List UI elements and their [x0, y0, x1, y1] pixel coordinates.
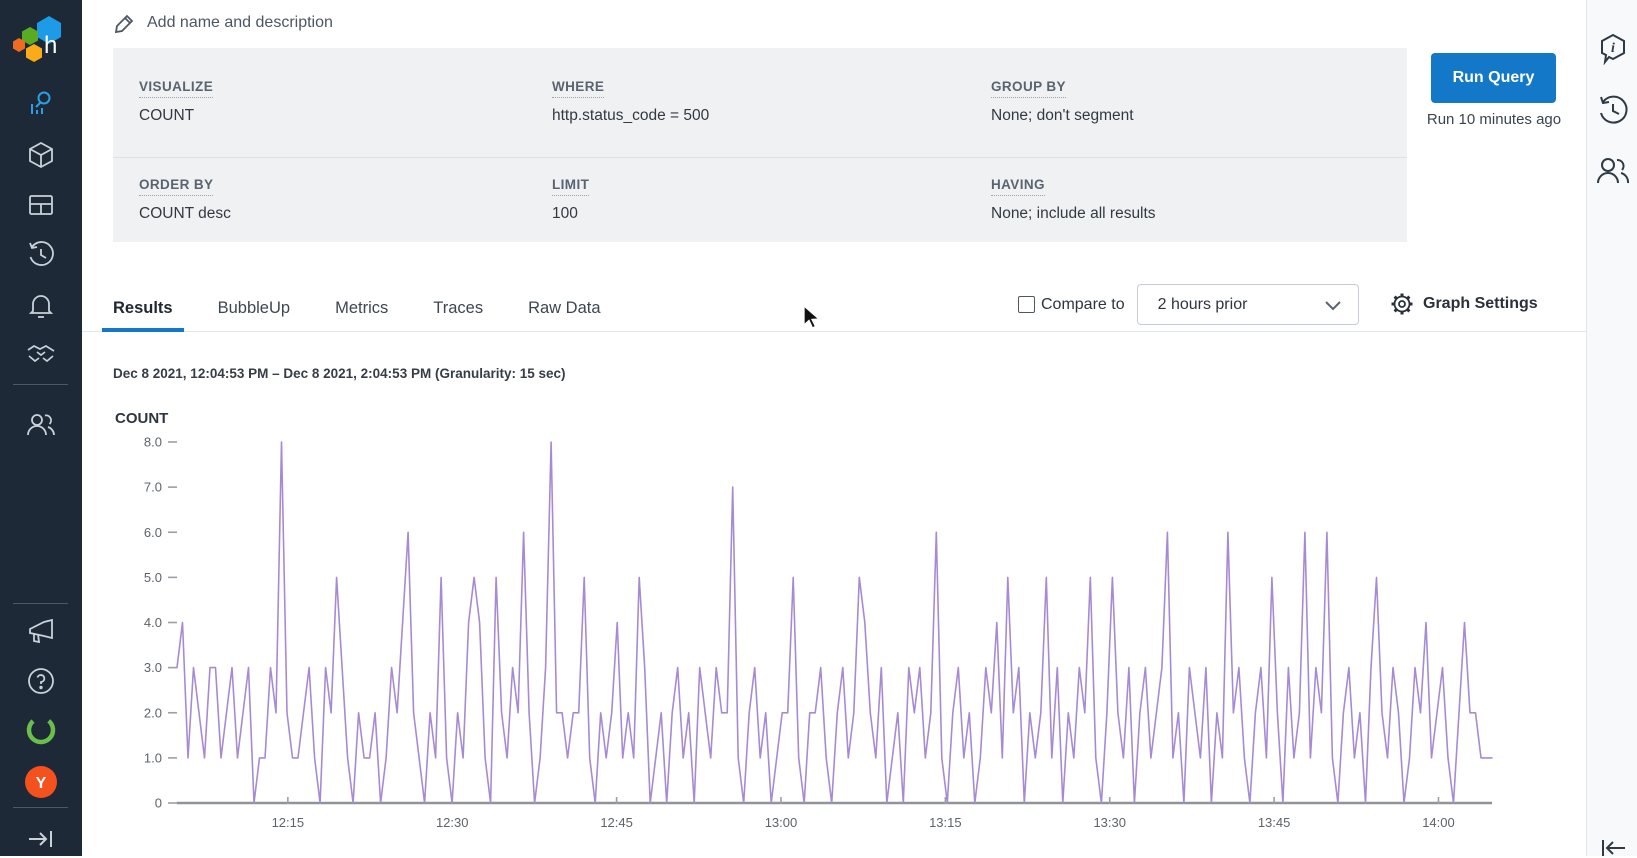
svg-text:14:00: 14:00: [1422, 815, 1455, 830]
tabs-bottom-border: [82, 331, 1586, 332]
orderby-value: COUNT desc: [139, 205, 231, 222]
svg-text:5.0: 5.0: [144, 570, 162, 585]
avatar-letter: Y: [36, 775, 47, 792]
tab-metrics[interactable]: Metrics: [335, 299, 389, 317]
compare-period-select[interactable]: 2 hours prior: [1136, 284, 1359, 325]
datasets-icon[interactable]: [0, 140, 82, 170]
boards-icon[interactable]: [0, 190, 82, 220]
expand-sidebar-icon[interactable]: [0, 826, 82, 852]
compare-period-value: 2 hours prior: [1157, 295, 1248, 313]
tab-rawdata[interactable]: Raw Data: [528, 299, 601, 317]
svg-text:12:30: 12:30: [436, 815, 469, 830]
svg-text:12:45: 12:45: [600, 815, 633, 830]
results-tabs: Results BubbleUp Metrics Traces Raw Data: [102, 292, 601, 332]
svg-text:7.0: 7.0: [144, 480, 162, 495]
last-run-status: Run 10 minutes ago: [1426, 111, 1562, 128]
svg-text:2.0: 2.0: [144, 705, 162, 720]
account-avatar[interactable]: Y: [0, 765, 82, 799]
query-builder-panel: VISUALIZE COUNT WHERE http.status_code =…: [113, 48, 1498, 242]
query-nav-icon[interactable]: [0, 88, 82, 120]
having-value: None; include all results: [991, 205, 1156, 222]
activity-history-icon[interactable]: [0, 240, 82, 270]
svg-text:13:30: 13:30: [1093, 815, 1126, 830]
sidebar-divider: [13, 384, 68, 385]
svg-text:1.0: 1.0: [144, 750, 162, 765]
limit-clause[interactable]: LIMIT 100: [552, 176, 590, 223]
compare-to-control: Compare to 2 hours prior: [1018, 284, 1359, 325]
svg-text:8.0: 8.0: [144, 435, 162, 450]
triggers-bell-icon[interactable]: [0, 290, 82, 320]
pencil-icon: [114, 14, 134, 34]
visualize-clause[interactable]: VISUALIZE COUNT: [139, 78, 214, 125]
query-name-editor[interactable]: Add name and description: [113, 8, 333, 38]
groupby-label: GROUP BY: [991, 79, 1066, 98]
slos-handshake-icon[interactable]: [0, 340, 82, 370]
groupby-value: None; don't segment: [991, 107, 1134, 124]
visualize-value: COUNT: [139, 107, 195, 124]
svg-text:13:15: 13:15: [929, 815, 962, 830]
limit-label: LIMIT: [552, 177, 590, 196]
svg-text:12:15: 12:15: [272, 815, 305, 830]
tab-traces[interactable]: Traces: [433, 299, 484, 317]
honeycomb-logo[interactable]: h: [0, 10, 82, 72]
svg-text:6.0: 6.0: [144, 525, 162, 540]
sidebar-divider: [13, 807, 68, 808]
query-history-icon[interactable]: [1588, 95, 1637, 127]
where-label: WHERE: [552, 79, 605, 98]
right-sidebar: i: [1586, 0, 1637, 856]
where-clause[interactable]: WHERE http.status_code = 500: [552, 78, 709, 125]
having-label: HAVING: [991, 177, 1045, 196]
having-clause[interactable]: HAVING None; include all results: [991, 176, 1156, 223]
svg-text:13:45: 13:45: [1258, 815, 1291, 830]
graph-settings-label: Graph Settings: [1423, 295, 1538, 312]
visualize-label: VISUALIZE: [139, 79, 214, 98]
orderby-clause[interactable]: ORDER BY COUNT desc: [139, 176, 231, 223]
compare-to-label: Compare to: [1041, 295, 1125, 313]
sidebar-divider: [13, 603, 68, 604]
compare-to-checkbox[interactable]: [1018, 296, 1035, 313]
svg-text:13:00: 13:00: [765, 815, 798, 830]
svg-text:4.0: 4.0: [144, 615, 162, 630]
share-team-icon[interactable]: [1588, 155, 1637, 185]
gear-icon: [1391, 293, 1413, 315]
tab-bubbleup[interactable]: BubbleUp: [217, 299, 291, 317]
svg-text:3.0: 3.0: [144, 660, 162, 675]
where-value: http.status_code = 500: [552, 107, 710, 124]
panel-row-divider: [113, 157, 1407, 158]
team-icon[interactable]: [0, 408, 82, 440]
left-sidebar: h: [0, 0, 82, 856]
chart-title: COUNT: [115, 410, 169, 427]
graph-settings-button[interactable]: Graph Settings: [1390, 292, 1538, 316]
svg-text:i: i: [1611, 41, 1615, 56]
count-line-chart[interactable]: 8.0 7.0 6.0 5.0 4.0 3.0 2.0 1.0 0 12:15 12:30 12:45…: [90, 430, 1520, 850]
svg-text:h: h: [44, 32, 57, 59]
query-name-placeholder: Add name and description: [147, 14, 333, 31]
help-icon[interactable]: [0, 666, 82, 696]
tab-results[interactable]: Results: [102, 299, 184, 332]
announcements-megaphone-icon[interactable]: [0, 618, 82, 648]
svg-text:0: 0: [155, 796, 162, 811]
collapse-panel-icon[interactable]: [1588, 838, 1637, 858]
groupby-clause[interactable]: GROUP BY None; don't segment: [991, 78, 1134, 125]
run-query-button[interactable]: Run Query: [1431, 53, 1556, 103]
orderby-label: ORDER BY: [139, 177, 214, 196]
status-ring-icon[interactable]: [0, 714, 82, 746]
limit-value: 100: [552, 205, 578, 222]
query-info-icon[interactable]: i: [1588, 33, 1637, 65]
time-range-header: Dec 8 2021, 12:04:53 PM – Dec 8 2021, 2:…: [113, 366, 566, 381]
chevron-down-icon: [1324, 300, 1341, 310]
